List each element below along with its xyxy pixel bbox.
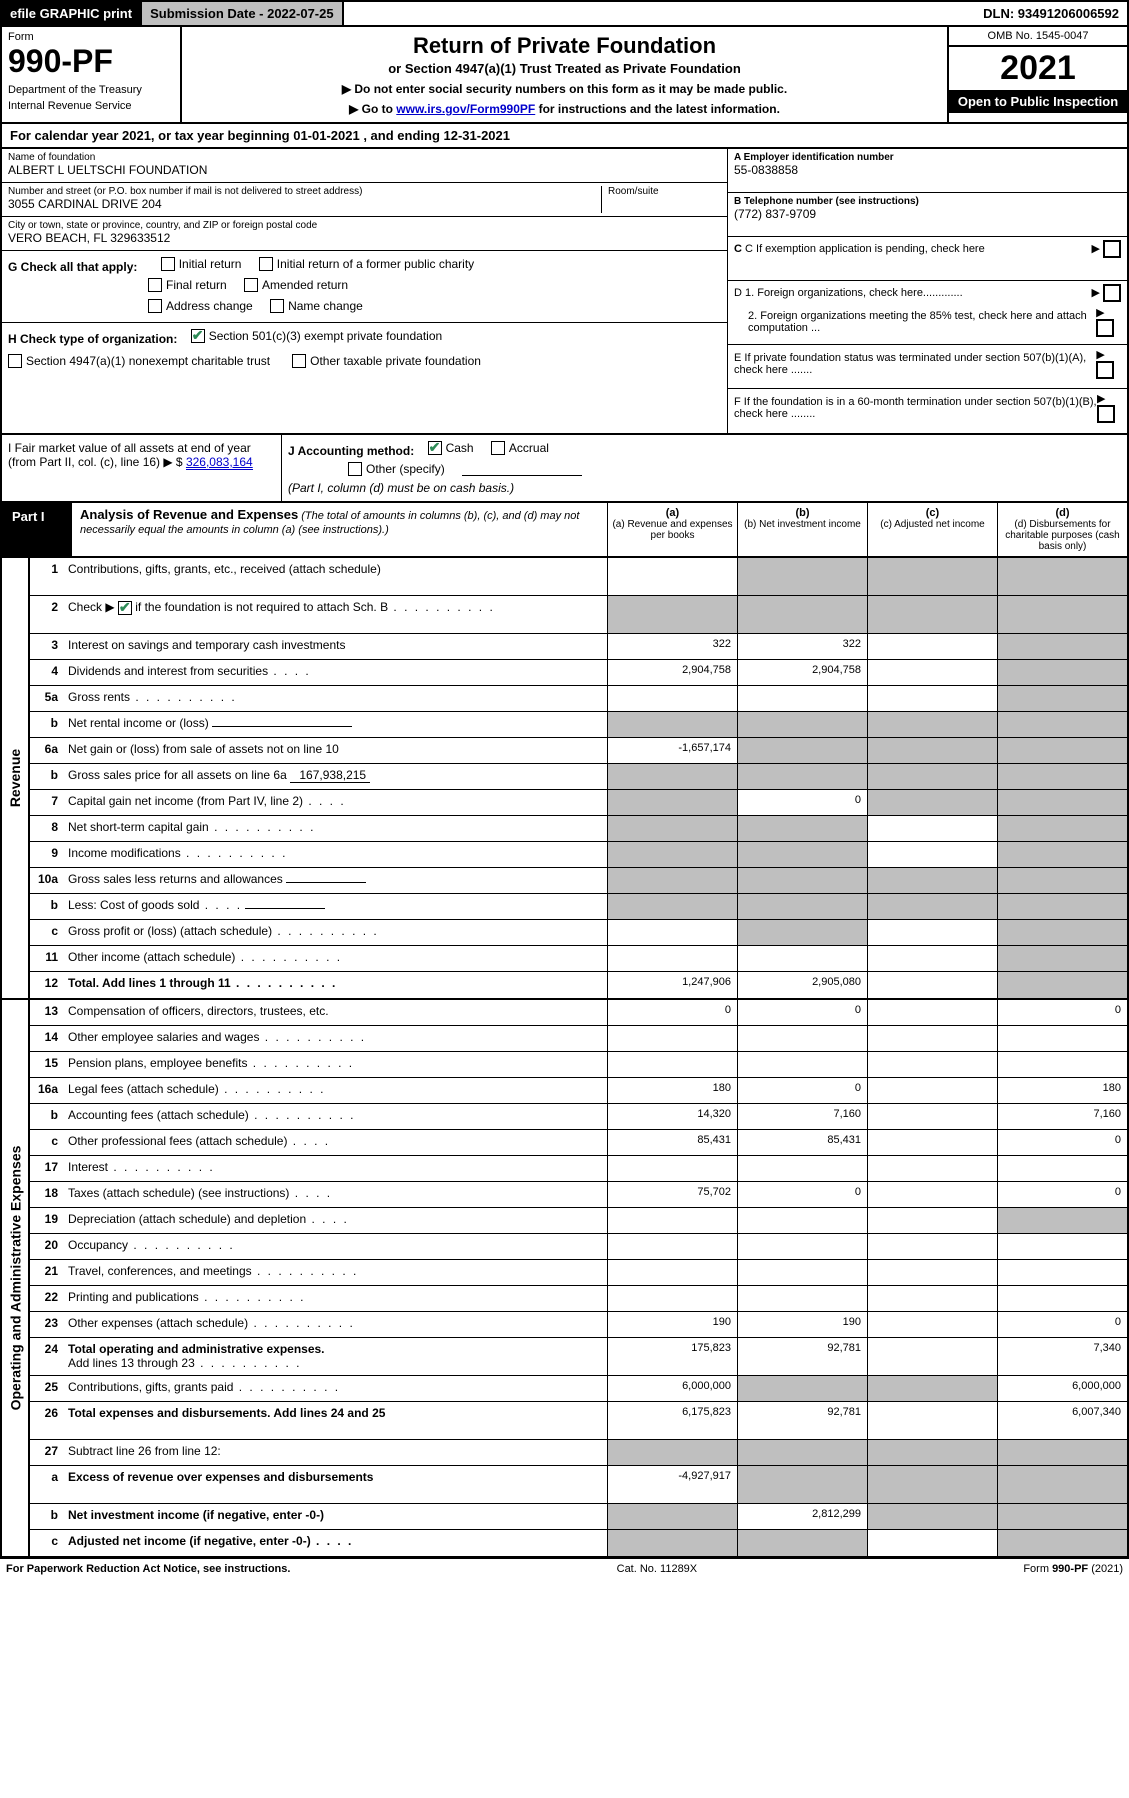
dept-irs: Internal Revenue Service [8, 100, 174, 112]
c-row: C C If exemption application is pending,… [728, 237, 1127, 281]
form-number: 990-PF [8, 43, 174, 80]
calendar-year: For calendar year 2021, or tax year begi… [0, 124, 1129, 149]
fmv-link[interactable]: 326,083,164 [186, 455, 253, 470]
side-revenue: Revenue [2, 558, 30, 998]
dept-treasury: Department of the Treasury [8, 84, 174, 96]
cb-amended[interactable] [244, 278, 258, 292]
note-ssn: ▶ Do not enter social security numbers o… [192, 82, 937, 96]
irs-link[interactable]: www.irs.gov/Form990PF [396, 102, 535, 116]
form-header: Form 990-PF Department of the Treasury I… [0, 27, 1129, 124]
cb-other-tax[interactable] [292, 354, 306, 368]
cb-accrual[interactable] [491, 441, 505, 455]
expenses-table: Operating and Administrative Expenses 13… [0, 1000, 1129, 1558]
col-b-head: (b)(b) Net investment income [737, 503, 867, 556]
cb-f[interactable] [1097, 405, 1115, 423]
tax-year: 2021 [949, 47, 1127, 90]
ein-row: A Employer identification number 55-0838… [728, 149, 1127, 193]
submission-date: Submission Date - 2022-07-25 [142, 2, 344, 25]
col-a-head: (a)(a) Revenue and expenses per books [607, 503, 737, 556]
cb-d2[interactable] [1096, 319, 1114, 337]
note-link: ▶ Go to www.irs.gov/Form990PF for instru… [192, 102, 937, 116]
footer-mid: Cat. No. 11289X [617, 1563, 698, 1575]
open-inspection: Open to Public Inspection [949, 90, 1127, 113]
cb-name-change[interactable] [270, 299, 284, 313]
form-title: Return of Private Foundation [192, 33, 937, 59]
page-footer: For Paperwork Reduction Act Notice, see … [0, 1558, 1129, 1579]
cb-e[interactable] [1096, 361, 1114, 379]
side-expenses: Operating and Administrative Expenses [2, 1000, 30, 1556]
d-row: D 1. Foreign organizations, check here..… [728, 281, 1127, 345]
h-section: H Check type of organization: Section 50… [2, 323, 727, 374]
cb-c[interactable] [1103, 240, 1121, 258]
phone-row: B Telephone number (see instructions) (7… [728, 193, 1127, 237]
cb-4947[interactable] [8, 354, 22, 368]
form-label: Form [8, 31, 174, 43]
dln: DLN: 93491206006592 [975, 2, 1127, 25]
efile-label: efile GRAPHIC print [2, 2, 142, 25]
f-row: F If the foundation is in a 60-month ter… [728, 389, 1127, 433]
g-section: G Check all that apply: Initial return I… [2, 251, 727, 323]
cb-d1[interactable] [1103, 284, 1121, 302]
part1-label: Part I [2, 503, 72, 556]
part1-header: Part I Analysis of Revenue and Expenses … [0, 503, 1129, 558]
footer-right: Form 990-PF (2021) [1023, 1563, 1123, 1575]
cb-501c3[interactable] [191, 329, 205, 343]
cb-other-method[interactable] [348, 462, 362, 476]
omb-number: OMB No. 1545-0047 [949, 27, 1127, 47]
cb-initial-former[interactable] [259, 257, 273, 271]
i-block: I Fair market value of all assets at end… [8, 441, 275, 469]
city-row: City or town, state or province, country… [2, 217, 727, 251]
footer-left: For Paperwork Reduction Act Notice, see … [6, 1563, 290, 1575]
cb-cash[interactable] [428, 441, 442, 455]
i-j-section: I Fair market value of all assets at end… [0, 435, 1129, 503]
top-bar: efile GRAPHIC print Submission Date - 20… [0, 0, 1129, 27]
form-subtitle: or Section 4947(a)(1) Trust Treated as P… [192, 61, 937, 76]
e-row: E If private foundation status was termi… [728, 345, 1127, 389]
revenue-table: Revenue 1Contributions, gifts, grants, e… [0, 558, 1129, 1000]
cb-address-change[interactable] [148, 299, 162, 313]
col-d-head: (d)(d) Disbursements for charitable purp… [997, 503, 1127, 556]
name-row: Name of foundation ALBERT L UELTSCHI FOU… [2, 149, 727, 183]
j-block: J Accounting method: Cash Accrual Other … [288, 441, 1121, 495]
cb-final-return[interactable] [148, 278, 162, 292]
address-row: Number and street (or P.O. box number if… [2, 183, 727, 217]
col-c-head: (c)(c) Adjusted net income [867, 503, 997, 556]
cb-initial-return[interactable] [161, 257, 175, 271]
info-section: Name of foundation ALBERT L UELTSCHI FOU… [0, 149, 1129, 435]
cb-sch-b[interactable] [118, 601, 132, 615]
